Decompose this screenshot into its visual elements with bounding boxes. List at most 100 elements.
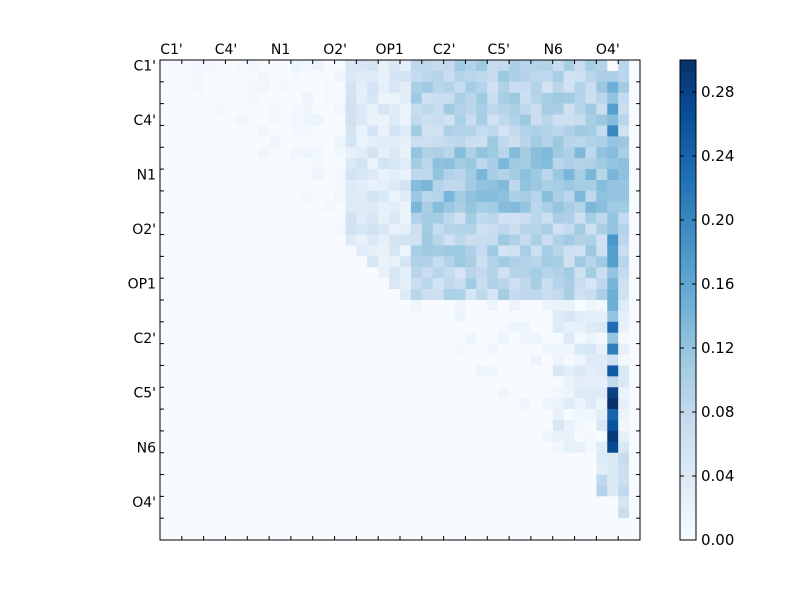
heatmap-cell (476, 310, 488, 323)
heatmap-cell (400, 60, 412, 72)
heatmap-cell (443, 507, 455, 519)
heatmap-cell (530, 463, 543, 475)
heatmap-cell (225, 267, 237, 279)
heatmap-cell (541, 180, 554, 192)
heatmap-cell (170, 529, 183, 541)
heatmap-cell (476, 245, 488, 257)
colorbar-tick-label: 0.28 (701, 83, 734, 101)
heatmap-cell (520, 507, 532, 519)
heatmap-cell (192, 92, 204, 104)
heatmap-cell (618, 409, 630, 421)
heatmap-cell (170, 321, 183, 334)
heatmap-cell (389, 376, 401, 388)
heatmap-cell (607, 376, 619, 388)
heatmap-cell (367, 81, 379, 94)
heatmap-cell (443, 529, 455, 541)
heatmap-cell (301, 278, 314, 290)
heatmap-cell (618, 398, 630, 410)
heatmap-cell (323, 234, 335, 246)
heatmap-cell (160, 300, 172, 312)
heatmap-cell (552, 190, 564, 203)
heatmap-cell (389, 169, 401, 181)
heatmap-cell (530, 169, 543, 181)
heatmap-cell (236, 529, 248, 541)
heatmap-cell (574, 114, 586, 126)
heatmap-cell (629, 452, 641, 464)
heatmap-cell (323, 267, 335, 279)
heatmap-cell (170, 441, 183, 454)
heatmap-cell (421, 474, 434, 486)
y-tick-label: O4' (132, 495, 156, 511)
heatmap-cell (541, 409, 554, 421)
heatmap-cell (400, 452, 412, 464)
heatmap-cell (498, 223, 510, 235)
heatmap-cell (280, 376, 292, 388)
heatmap-cell (465, 147, 477, 159)
heatmap-cell (520, 70, 532, 83)
heatmap-cell (541, 496, 554, 508)
heatmap-cell (410, 365, 423, 377)
heatmap-cell (160, 147, 172, 159)
heatmap-cell (563, 267, 575, 279)
heatmap-cell (258, 60, 270, 72)
heatmap-cell (476, 212, 488, 224)
heatmap-cell (487, 169, 499, 181)
heatmap-cell (258, 256, 270, 268)
heatmap-cell (301, 354, 314, 366)
heatmap-cell (334, 267, 346, 279)
x-tick-label: N6 (544, 42, 563, 58)
heatmap-cell (269, 321, 281, 334)
heatmap-cell (356, 420, 368, 432)
heatmap-cell (400, 430, 412, 443)
heatmap-cell (552, 321, 564, 334)
heatmap-cell (389, 223, 401, 235)
heatmap-cell (247, 234, 259, 246)
heatmap-cell (563, 278, 575, 290)
heatmap-cell (247, 190, 259, 203)
heatmap-cell (269, 474, 281, 486)
heatmap-cell (334, 430, 346, 443)
heatmap-cell (520, 529, 532, 541)
heatmap-cell (629, 441, 641, 454)
heatmap-cell (225, 256, 237, 268)
heatmap-cell (160, 125, 172, 137)
heatmap-cell (170, 354, 183, 366)
heatmap-cell (356, 180, 368, 192)
heatmap-cell (192, 256, 204, 268)
heatmap-cell (269, 398, 281, 410)
heatmap-cell (476, 256, 488, 268)
heatmap-cell (465, 430, 477, 443)
heatmap-cell (454, 147, 466, 159)
heatmap-cell (280, 409, 292, 421)
heatmap-cell (509, 485, 521, 497)
heatmap-cell (367, 234, 379, 246)
heatmap-cell (367, 387, 379, 399)
heatmap-cell (552, 158, 564, 170)
heatmap-cell (552, 60, 564, 72)
heatmap-cell (192, 125, 204, 137)
heatmap-cell (421, 70, 434, 83)
heatmap-cell (520, 420, 532, 432)
heatmap-cell (443, 169, 455, 181)
heatmap-cell (323, 496, 335, 508)
heatmap-cell (432, 507, 444, 519)
heatmap-cell (509, 201, 521, 214)
heatmap-cell (607, 256, 619, 268)
heatmap-cell (454, 518, 466, 530)
heatmap-cell (563, 343, 575, 355)
heatmap-cell (356, 147, 368, 159)
heatmap-cell (476, 70, 488, 83)
heatmap-cell (563, 201, 575, 214)
heatmap-cell (629, 310, 641, 323)
heatmap-cell (541, 147, 554, 159)
heatmap-cell (487, 103, 499, 115)
heatmap-cell (378, 300, 390, 312)
heatmap-cell (443, 136, 455, 148)
heatmap-cell (192, 103, 204, 115)
heatmap-cell (552, 387, 564, 399)
heatmap-cell (301, 70, 314, 83)
heatmap-cell (443, 343, 455, 355)
heatmap-cell (225, 60, 237, 72)
heatmap-cell (225, 136, 237, 148)
